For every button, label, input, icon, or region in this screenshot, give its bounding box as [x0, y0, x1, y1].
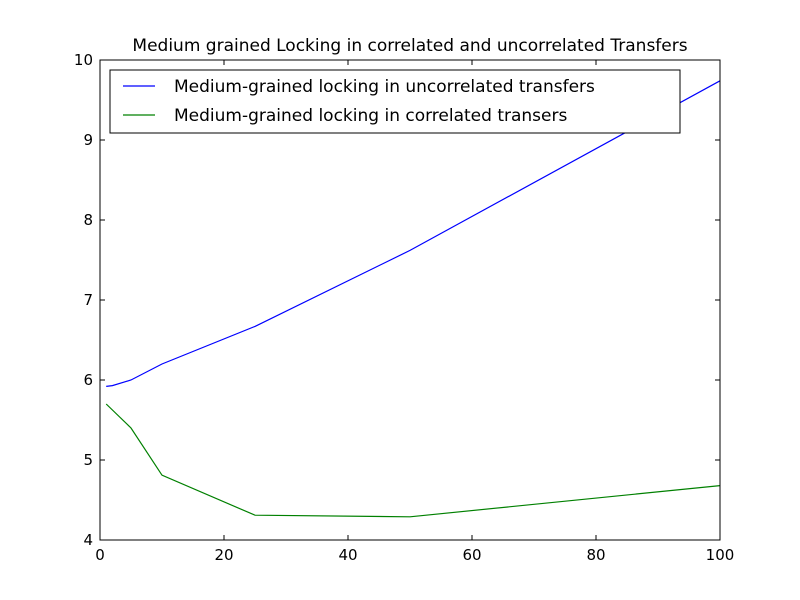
series-line-1	[106, 80, 721, 387]
chart-title: Medium grained Locking in correlated and…	[132, 36, 688, 56]
x-tick-label: 100	[706, 546, 735, 564]
x-tick-label: 40	[338, 546, 357, 564]
x-tick-label: 20	[214, 546, 233, 564]
legend: Medium-grained locking in uncorrelated t…	[109, 69, 681, 134]
x-tick-label: 0	[95, 546, 105, 564]
x-tick-label: 80	[586, 546, 605, 564]
y-tick-label: 8	[83, 211, 93, 229]
y-tick-label: 4	[83, 531, 93, 549]
series-line-2	[105, 403, 721, 518]
y-tick-label: 6	[83, 371, 93, 389]
y-tick-label: 7	[83, 291, 93, 309]
legend-box	[109, 69, 681, 134]
y-tick-label: 5	[83, 451, 93, 469]
legend-label-2: Medium-grained locking in correlated tra…	[174, 106, 567, 126]
ticks: 0 20 40 60 80 100 4 5 6 7 8 9 10	[74, 51, 734, 564]
x-tick-label: 60	[462, 546, 481, 564]
legend-label-1: Medium-grained locking in uncorrelated t…	[174, 77, 595, 97]
y-tick-label: 10	[74, 51, 93, 69]
y-tick-label: 9	[83, 131, 93, 149]
series-lines	[105, 80, 721, 518]
